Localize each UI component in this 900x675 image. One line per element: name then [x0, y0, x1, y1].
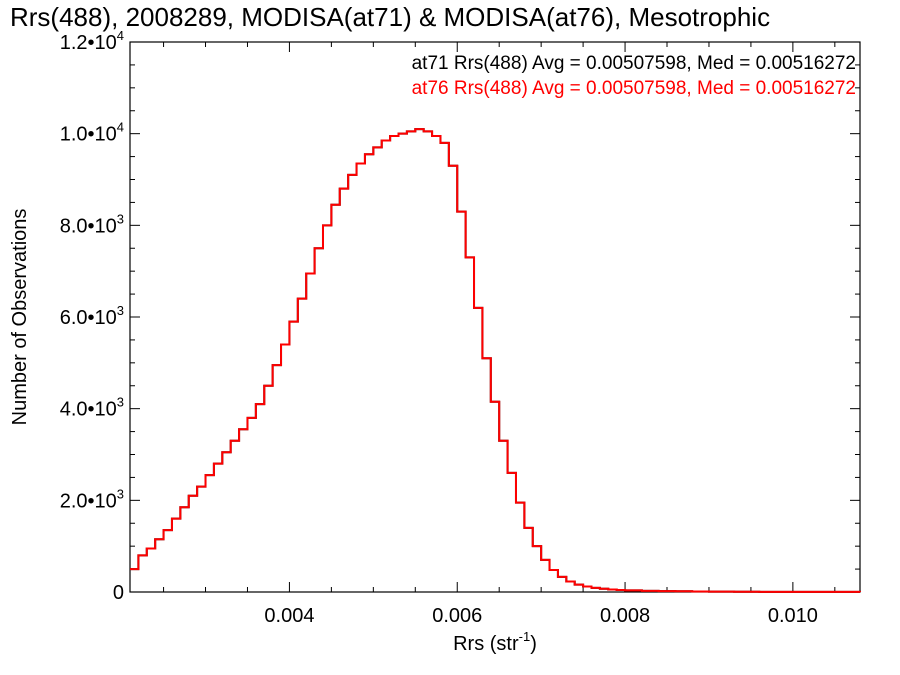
annotation-line: at71 Rrs(488) Avg = 0.00507598, Med = 0.…: [412, 53, 856, 74]
y-tick-mantissa: 2.0•10: [60, 490, 117, 512]
x-tick-label: 0.004: [264, 605, 314, 627]
y-tick-exponent: 3: [117, 211, 124, 226]
y-tick-label: 2.0•103: [60, 486, 124, 512]
x-axis-label-main: Rrs (str: [453, 633, 519, 655]
y-tick-mantissa: 1.2•10: [60, 32, 117, 54]
series-at71-histogram: [130, 128, 861, 593]
y-tick-label: 4.0•103: [60, 395, 124, 421]
x-axis-ticks: 0.004 0.006 0.008 0.010: [163, 42, 836, 627]
annotations: at71 Rrs(488) Avg = 0.00507598, Med = 0.…: [412, 53, 856, 99]
x-axis-label: Rrs (str-1): [453, 629, 537, 655]
annotation-line: at76 Rrs(488) Avg = 0.00507598, Med = 0.…: [412, 78, 856, 99]
y-tick-mantissa: 1.0•10: [60, 124, 117, 146]
x-axis-label-close: ): [530, 633, 537, 655]
y-tick-exponent: 4: [117, 120, 124, 135]
y-tick-exponent: 3: [117, 486, 124, 501]
chart-title: Rrs(488), 2008289, MODISA(at71) & MODISA…: [10, 2, 770, 32]
y-tick-mantissa: 8.0•10: [60, 215, 117, 237]
x-axis-label-sup: -1: [519, 629, 531, 644]
y-tick-mantissa: 0: [113, 582, 124, 604]
series-at76-histogram: [130, 128, 861, 593]
x-tick-label: 0.006: [432, 605, 482, 627]
y-axis-ticks: 02.0•1034.0•1036.0•1038.0•1031.0•1041.2•…: [60, 28, 860, 604]
y-tick-exponent: 4: [117, 28, 124, 43]
y-tick-mantissa: 4.0•10: [60, 399, 117, 421]
series-layer: [130, 128, 861, 593]
plot-frame: [129, 41, 861, 593]
x-tick-label: 0.008: [600, 605, 650, 627]
y-tick-label: 1.2•104: [60, 28, 124, 54]
y-tick-exponent: 3: [117, 303, 124, 318]
y-tick-exponent: 3: [117, 395, 124, 410]
y-tick-label: 6.0•103: [60, 303, 124, 329]
y-axis-label: Number of Observations: [9, 209, 31, 426]
y-tick-mantissa: 6.0•10: [60, 307, 117, 329]
y-tick-label: 1.0•104: [60, 120, 124, 146]
x-tick-label: 0.010: [768, 605, 818, 627]
y-tick-label: 8.0•103: [60, 211, 124, 237]
y-tick-label: 0: [113, 582, 124, 604]
